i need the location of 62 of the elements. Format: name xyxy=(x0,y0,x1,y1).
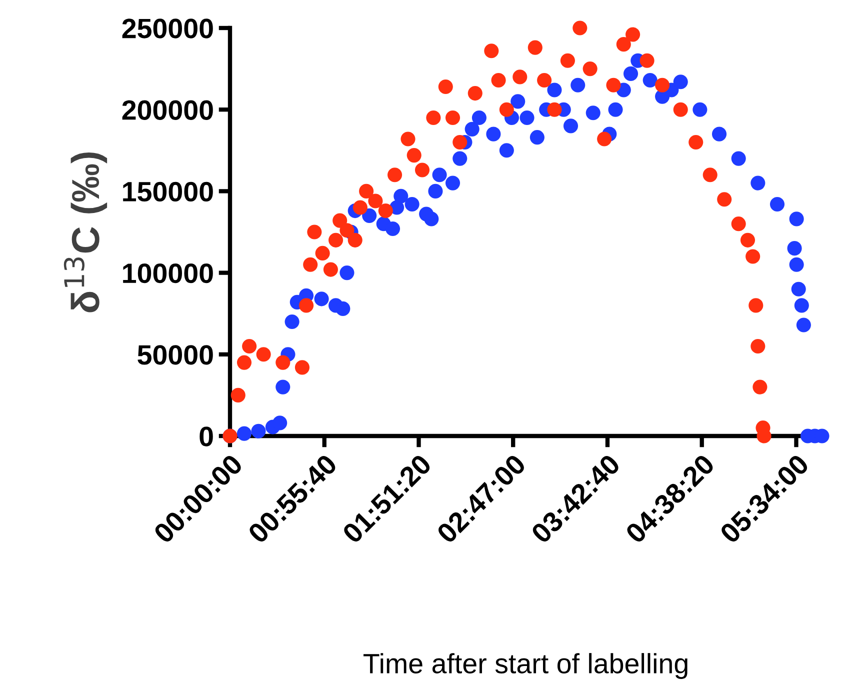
point xyxy=(388,168,402,182)
point xyxy=(702,168,718,182)
point xyxy=(303,257,318,272)
point xyxy=(468,86,482,101)
point xyxy=(368,194,383,208)
point xyxy=(582,62,598,76)
y-tick-label: 0 xyxy=(200,426,213,446)
point xyxy=(731,216,746,232)
point xyxy=(230,388,246,402)
point xyxy=(242,338,257,354)
y-tick-label: 150000 xyxy=(123,182,213,202)
y-tick-label: 100000 xyxy=(123,263,213,284)
point xyxy=(673,102,688,117)
point xyxy=(499,102,514,117)
point xyxy=(740,232,756,248)
point xyxy=(452,134,468,150)
point xyxy=(236,355,252,370)
point xyxy=(359,184,374,198)
point xyxy=(528,40,542,55)
point xyxy=(547,102,562,117)
y-tick-label: 250000 xyxy=(122,18,213,38)
point xyxy=(750,338,766,354)
point xyxy=(348,232,362,248)
point xyxy=(307,224,322,240)
point xyxy=(491,72,506,88)
point xyxy=(426,110,441,126)
y-tick-label: 50000 xyxy=(138,345,213,365)
point xyxy=(414,162,430,178)
point xyxy=(746,249,760,264)
point xyxy=(560,53,575,68)
point xyxy=(378,204,393,218)
point xyxy=(332,213,348,228)
x-axis-title: Time after start of labelling xyxy=(364,653,688,679)
point xyxy=(597,132,612,146)
point xyxy=(340,223,354,238)
y-tick-label: 200000 xyxy=(122,100,213,120)
point xyxy=(616,37,631,52)
point xyxy=(400,132,416,146)
point xyxy=(537,72,552,88)
point xyxy=(655,78,670,92)
point xyxy=(688,134,704,150)
point xyxy=(752,380,768,394)
point xyxy=(445,110,460,126)
point xyxy=(294,360,310,375)
point xyxy=(748,298,764,313)
point xyxy=(626,27,640,42)
point xyxy=(276,355,290,370)
point xyxy=(352,200,368,215)
point xyxy=(299,298,314,313)
point xyxy=(323,262,338,277)
point xyxy=(640,53,654,68)
y-axis-title: δ$^{13}$C (‰) xyxy=(64,152,108,312)
point xyxy=(438,79,453,94)
point xyxy=(606,78,621,92)
point xyxy=(315,246,330,260)
point xyxy=(328,232,344,248)
point xyxy=(484,44,499,58)
point xyxy=(717,192,732,207)
point xyxy=(512,70,528,84)
point xyxy=(572,20,588,36)
point xyxy=(256,347,271,362)
point xyxy=(406,148,422,163)
